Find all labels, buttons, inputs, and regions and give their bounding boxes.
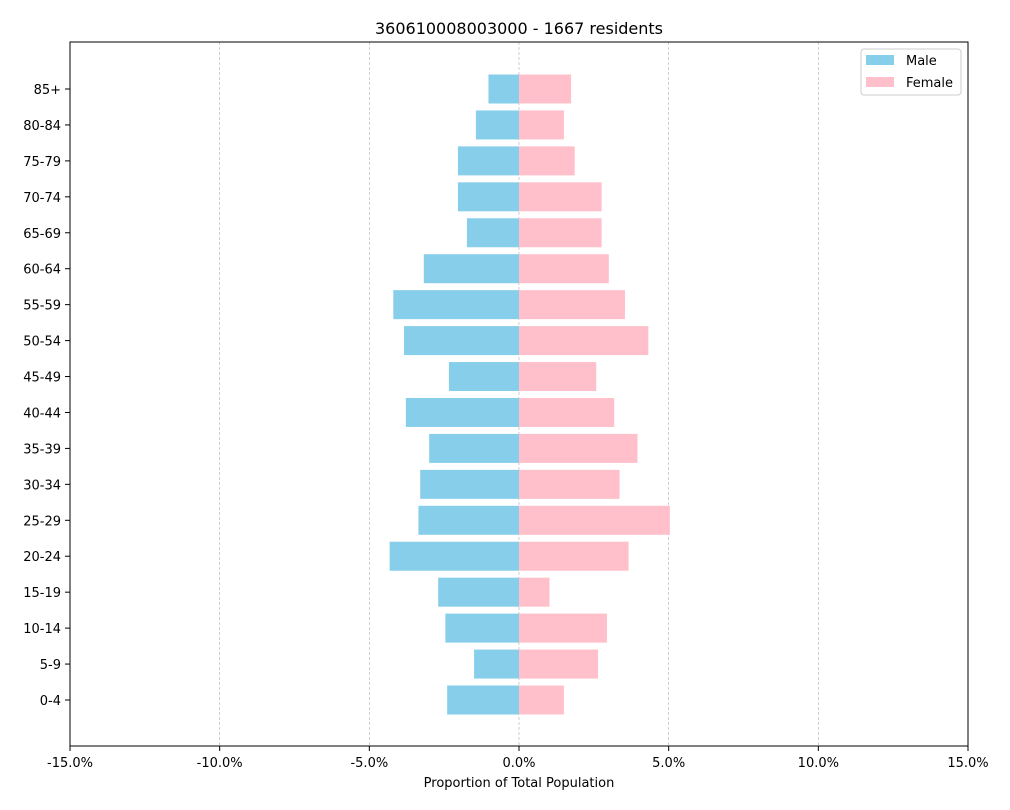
bar-female-20-24 (519, 541, 629, 571)
y-tick-label-7: 35-39 (23, 442, 61, 457)
x-tick-label-0: -15.0% (47, 756, 93, 771)
bar-male-80-84 (475, 110, 519, 140)
bar-male-35-39 (429, 433, 519, 463)
bar-female-65-69 (519, 218, 602, 248)
bar-female-25-29 (519, 505, 670, 535)
bar-female-0-4 (519, 685, 564, 715)
y-tick-label-0: 0-4 (40, 694, 61, 709)
y-tick-label-10: 50-54 (23, 335, 61, 350)
legend-label-male: Male (906, 54, 937, 69)
bar-male-40-44 (405, 397, 519, 427)
bar-female-70-74 (519, 182, 602, 212)
bar-female-35-39 (519, 433, 638, 463)
bar-female-45-49 (519, 362, 597, 392)
x-tick-label-2: -5.0% (350, 756, 388, 771)
y-tick-label-13: 65-69 (23, 227, 61, 242)
y-tick-label-16: 80-84 (23, 119, 61, 134)
bar-male-25-29 (418, 505, 519, 535)
legend-label-female: Female (906, 76, 953, 91)
y-tick-label-8: 40-44 (23, 406, 61, 421)
bar-male-55-59 (393, 290, 519, 320)
y-tick-label-17: 85+ (34, 83, 61, 98)
bar-female-75-79 (519, 146, 575, 176)
bar-female-60-64 (519, 254, 609, 284)
bar-female-40-44 (519, 397, 615, 427)
y-tick-label-2: 10-14 (23, 622, 61, 637)
bar-female-55-59 (519, 290, 625, 320)
bars (389, 74, 670, 715)
x-tick-label-4: 5.0% (652, 756, 685, 771)
x-axis-label: Proportion of Total Population (424, 776, 615, 791)
legend-swatch-female (866, 77, 894, 87)
y-tick-label-15: 75-79 (23, 155, 61, 170)
bar-male-15-19 (438, 577, 519, 607)
bar-female-80-84 (519, 110, 564, 140)
x-tick-label-6: 15.0% (947, 756, 988, 771)
bar-male-85+ (488, 74, 519, 104)
bar-male-60-64 (423, 254, 519, 284)
bar-female-10-14 (519, 613, 608, 643)
y-tick-label-11: 55-59 (23, 299, 61, 314)
bar-male-10-14 (445, 613, 519, 643)
x-axis-ticks: -15.0% -10.0% -5.0% 0.0% 5.0% 10.0% 15.0% (47, 746, 989, 771)
bar-female-50-54 (519, 326, 649, 356)
x-tick-label-3: 0.0% (502, 756, 535, 771)
x-tick-label-1: -10.0% (197, 756, 243, 771)
y-axis-ticks: 0-4 5-9 10-14 15-19 20-24 25-29 30-34 35-39 40-4… (23, 83, 70, 709)
y-tick-label-5: 25-29 (23, 514, 61, 529)
bar-female-5-9 (519, 649, 599, 679)
legend-swatch-male (866, 55, 894, 65)
bar-male-0-4 (447, 685, 519, 715)
y-tick-label-4: 20-24 (23, 550, 61, 565)
bar-male-50-54 (404, 326, 519, 356)
y-tick-label-3: 15-19 (23, 586, 61, 601)
bar-male-70-74 (457, 182, 519, 212)
y-tick-label-12: 60-64 (23, 263, 61, 278)
bar-female-15-19 (519, 577, 550, 607)
bar-female-85+ (519, 74, 572, 104)
y-tick-label-14: 70-74 (23, 191, 61, 206)
bar-male-5-9 (474, 649, 519, 679)
legend: Male Female (860, 48, 962, 96)
x-tick-label-5: 10.0% (798, 756, 839, 771)
y-tick-label-9: 45-49 (23, 371, 61, 386)
bar-male-30-34 (420, 469, 519, 499)
bar-male-45-49 (448, 362, 519, 392)
bar-male-75-79 (457, 146, 519, 176)
chart-title: 360610008003000 - 1667 residents (375, 19, 663, 38)
bar-male-65-69 (466, 218, 519, 248)
y-tick-label-6: 30-34 (23, 478, 61, 493)
bar-male-20-24 (389, 541, 519, 571)
y-tick-label-1: 5-9 (40, 658, 61, 673)
bar-female-30-34 (519, 469, 620, 499)
